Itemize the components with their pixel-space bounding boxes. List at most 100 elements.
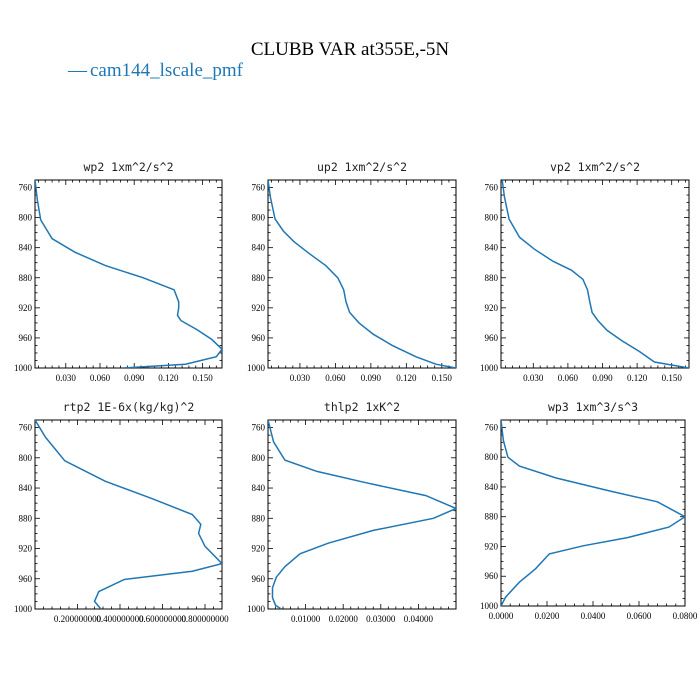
y-tick-label: 800 [19, 213, 33, 223]
y-tick-label: 840 [485, 243, 499, 253]
y-tick-label: 760 [19, 183, 33, 193]
panel-frame [267, 179, 457, 369]
x-tick-label: 0.0200 [535, 611, 560, 621]
x-tick-label: 0.030 [56, 373, 77, 383]
y-tick-label: 840 [252, 243, 266, 253]
x-tick-label: 0.02000 [329, 614, 359, 624]
x-tick-label: 0.0400 [581, 611, 606, 621]
y-tick-label: 800 [252, 453, 266, 463]
x-tick-label: 0.030 [523, 373, 544, 383]
y-tick-label: 920 [485, 541, 499, 551]
figure-title: CLUBB VAR at355E,-5N [251, 39, 450, 60]
y-tick-label: 760 [252, 183, 266, 193]
panel-4: thlp2 1xK^2 760 800 840 880 920 960 1000 0.01000… [247, 400, 457, 624]
y-tick-label: 960 [19, 333, 33, 343]
x-tick-label: 0.01000 [291, 614, 321, 624]
y-tick-label: 880 [252, 513, 266, 523]
panel-2: vp2 1xm^2/s^2 760 800 840 880 920 960 1000 0.030… [480, 160, 690, 383]
series-line [35, 180, 222, 368]
x-tick-label: 0.120 [396, 373, 417, 383]
y-tick-label: 800 [485, 213, 499, 223]
y-tick-label: 960 [252, 574, 266, 584]
panel-title: up2 1xm^2/s^2 [317, 160, 407, 174]
x-tick-label: 0.060 [325, 373, 346, 383]
y-tick-label: 960 [485, 571, 499, 581]
y-tick-label: 920 [19, 544, 33, 554]
x-tick-label: 0.0600 [627, 611, 652, 621]
x-tick-label: 0.090 [361, 373, 382, 383]
legend: — cam144_lscale_pmf [67, 60, 244, 81]
x-tick-label: 0.120 [158, 373, 179, 383]
y-tick-label: 760 [19, 423, 33, 433]
x-tick-label: 0.0800 [673, 611, 698, 621]
x-tick-label: 0.090 [124, 373, 145, 383]
x-tick-label: 0.600000000 [139, 614, 187, 624]
y-tick-label: 1000 [247, 363, 266, 373]
y-tick-label: 960 [19, 574, 33, 584]
panel-title: vp2 1xm^2/s^2 [550, 160, 640, 174]
y-tick-label: 800 [19, 453, 33, 463]
y-tick-label: 920 [252, 303, 266, 313]
y-tick-label: 840 [19, 483, 33, 493]
y-tick-label: 960 [252, 333, 266, 343]
panel-frame [500, 419, 686, 607]
x-tick-label: 0.030 [290, 373, 311, 383]
y-tick-label: 880 [19, 513, 33, 523]
y-tick-label: 1000 [14, 604, 33, 614]
series-line [501, 180, 689, 368]
y-tick-label: 1000 [14, 363, 33, 373]
x-tick-label: 0.150 [662, 373, 683, 383]
y-tick-label: 1000 [480, 601, 499, 611]
y-tick-label: 760 [485, 183, 499, 193]
panel-0: wp2 1xm^2/s^2 760 800 840 880 920 960 1000 0.030… [14, 160, 223, 383]
x-tick-label: 0.04000 [404, 614, 434, 624]
x-tick-label: 0.200000000 [54, 614, 102, 624]
x-tick-label: 0.060 [558, 373, 579, 383]
y-tick-label: 760 [485, 422, 499, 432]
series-line [268, 180, 456, 368]
legend-label: cam144_lscale_pmf [90, 60, 244, 81]
panel-frame [34, 179, 223, 369]
series-line [501, 420, 685, 606]
panel-frame [500, 179, 690, 369]
x-tick-label: 0.800000000 [181, 614, 229, 624]
x-tick-label: 0.03000 [366, 614, 396, 624]
y-tick-label: 800 [252, 213, 266, 223]
y-tick-label: 880 [485, 273, 499, 283]
panel-title: thlp2 1xK^2 [324, 400, 400, 414]
x-tick-label: 0.400000000 [96, 614, 144, 624]
x-tick-label: 0.060 [90, 373, 111, 383]
x-tick-label: 0.120 [627, 373, 648, 383]
legend-line-symbol: — [67, 60, 88, 81]
y-tick-label: 1000 [480, 363, 499, 373]
y-tick-label: 840 [19, 243, 33, 253]
y-tick-label: 800 [485, 452, 499, 462]
panel-5: wp3 1xm^3/s^3 760 800 840 880 920 960 10000.000… [480, 400, 698, 621]
y-tick-label: 920 [19, 303, 33, 313]
chart-panels: wp2 1xm^2/s^2 760 800 840 880 920 960 1000 0.030… [14, 160, 698, 624]
series-line [268, 420, 456, 609]
x-tick-label: 0.150 [432, 373, 453, 383]
panel-title: wp3 1xm^3/s^3 [548, 400, 638, 414]
series-line [35, 420, 222, 609]
panel-title: wp2 1xm^2/s^2 [83, 160, 173, 174]
y-tick-label: 920 [252, 544, 266, 554]
panel-title: rtp2 1E-6x(kg/kg)^2 [63, 400, 195, 414]
x-tick-label: 0.090 [592, 373, 613, 383]
x-tick-label: 0.0000 [489, 611, 514, 621]
panel-1: up2 1xm^2/s^2 760 800 840 880 920 960 1000 0.030… [247, 160, 457, 383]
panel-3: rtp2 1E-6x(kg/kg)^2 760 800 840 880 920 960 100… [14, 400, 229, 624]
y-tick-label: 960 [485, 333, 499, 343]
y-tick-label: 880 [252, 273, 266, 283]
x-tick-label: 0.150 [192, 373, 213, 383]
y-tick-label: 840 [252, 483, 266, 493]
y-tick-label: 880 [485, 512, 499, 522]
y-tick-label: 1000 [247, 604, 266, 614]
panel-frame [267, 419, 457, 610]
panel-frame [34, 419, 223, 610]
y-tick-label: 920 [485, 303, 499, 313]
y-tick-label: 880 [19, 273, 33, 283]
y-tick-label: 840 [485, 482, 499, 492]
y-tick-label: 760 [252, 423, 266, 433]
